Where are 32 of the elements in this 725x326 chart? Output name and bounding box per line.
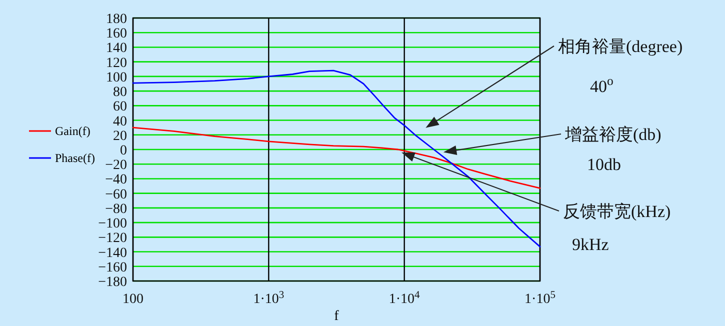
y-tick-label: −160 [98,260,127,276]
y-tick-label: −80 [105,202,127,217]
x-tick-label: 100 [122,292,144,307]
legend-item: Gain(f) [29,124,90,138]
y-tick-label: 0 [120,144,127,158]
y-tick-label: −40 [105,172,127,188]
y-tick-label: −120 [98,231,127,246]
y-tick-label: 180 [106,12,127,27]
annotation: 40$^{o}$ [590,74,614,96]
y-tick-label: −60 [105,187,127,202]
annotation: 10db [587,155,621,174]
legend-label: Phase(f) [55,151,95,165]
y-tick-label: 140 [106,41,127,56]
x-tick-label: 1·10$^{3}$ [253,290,284,307]
x-tick-label: 1·10$^{4}$ [388,290,421,307]
y-tick-label: 100 [106,70,127,86]
y-tick-label: 160 [106,26,127,42]
x-tick-label: 1·10$^{5}$ [524,290,556,307]
y-tick-label: 80 [113,85,127,100]
annotation: 9kHz [572,235,609,254]
legend-label: Gain(f) [55,124,90,138]
y-tick-label: −100 [98,216,127,232]
y-tick-label: 40 [113,114,127,130]
x-axis-title: f [334,309,340,324]
y-tick-label: 60 [113,100,127,115]
y-tick-label: −140 [98,246,127,261]
annotation: 增益裕度(db) [444,125,662,155]
y-tick-label: −20 [105,158,127,174]
y-tick-label: 20 [113,128,127,144]
y-tick-label: 120 [106,56,127,71]
legend-item: Phase(f) [29,151,95,165]
y-tick-label: −180 [98,275,127,290]
